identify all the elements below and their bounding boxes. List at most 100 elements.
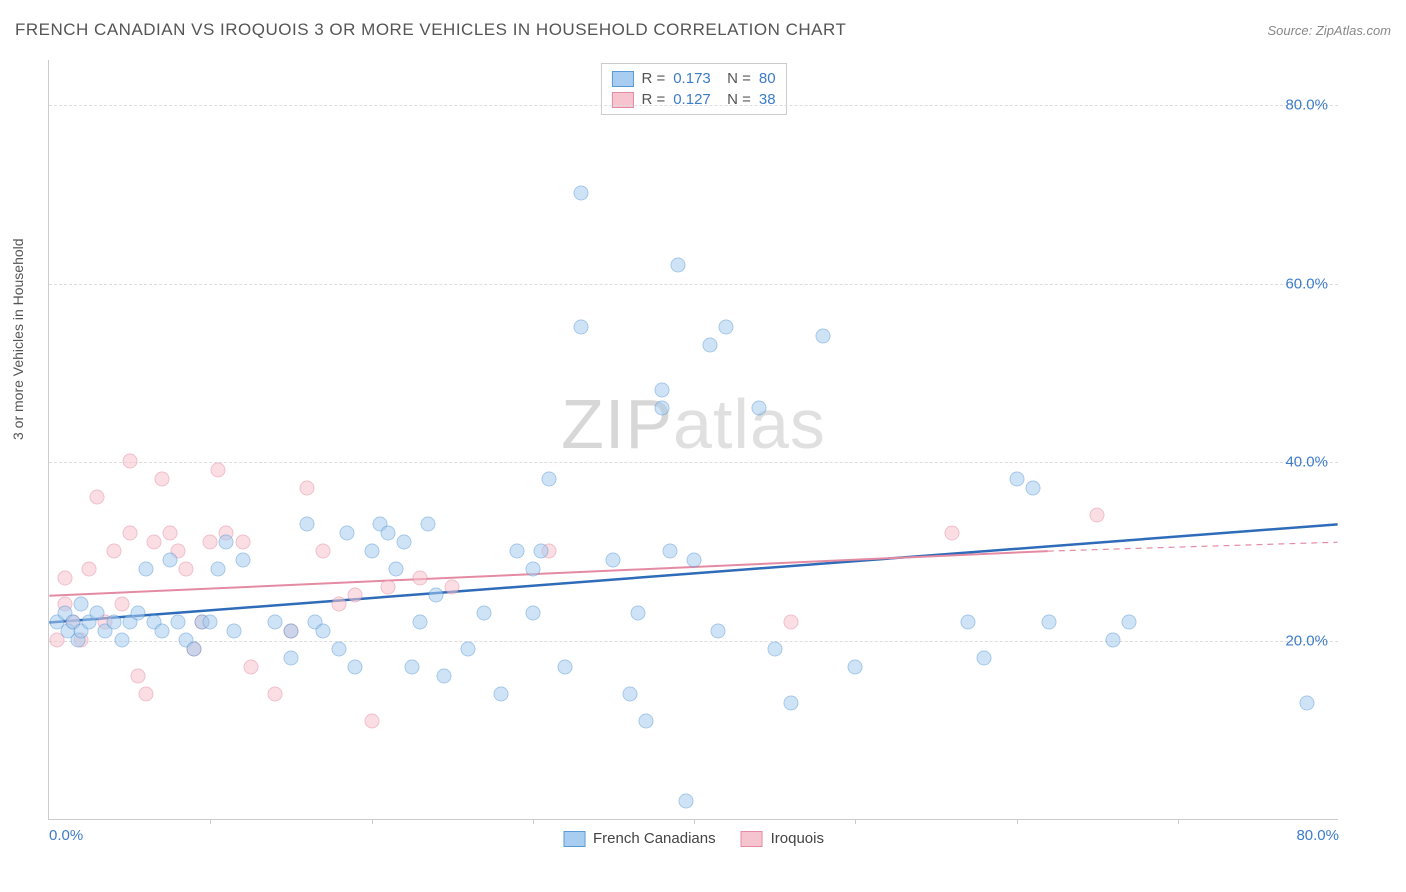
watermark-bold: ZIP (561, 385, 673, 463)
data-point (300, 516, 315, 531)
gridline (49, 284, 1338, 285)
data-point (267, 615, 282, 630)
y-tick-label: 80.0% (1285, 96, 1328, 113)
legend-stats-row: R = 0.173 N = 80 (611, 68, 775, 89)
data-point (332, 597, 347, 612)
data-point (219, 534, 234, 549)
watermark-thin: atlas (673, 385, 826, 463)
legend-series: French Canadians Iroquois (563, 830, 824, 847)
data-point (1041, 615, 1056, 630)
data-point (678, 794, 693, 809)
data-point (348, 588, 363, 603)
data-point (412, 570, 427, 585)
data-point (106, 615, 121, 630)
data-point (138, 561, 153, 576)
data-point (767, 642, 782, 657)
x-tick-mark (372, 819, 373, 824)
data-point (388, 561, 403, 576)
data-point (961, 615, 976, 630)
data-point (1025, 481, 1040, 496)
data-point (751, 400, 766, 415)
data-point (106, 543, 121, 558)
data-point (558, 660, 573, 675)
trend-lines (49, 60, 1338, 819)
data-point (654, 400, 669, 415)
data-point (662, 543, 677, 558)
x-tick-label: 80.0% (1296, 827, 1339, 844)
data-point (412, 615, 427, 630)
data-point (541, 472, 556, 487)
data-point (783, 615, 798, 630)
data-point (114, 633, 129, 648)
data-point (154, 624, 169, 639)
data-point (316, 543, 331, 558)
data-point (332, 642, 347, 657)
data-point (945, 525, 960, 540)
data-point (1106, 633, 1121, 648)
x-tick-mark (1178, 819, 1179, 824)
data-point (420, 516, 435, 531)
plot-area: ZIPatlas R = 0.173 N = 80 R = 0.127 N = … (48, 60, 1338, 820)
data-point (1122, 615, 1137, 630)
data-point (162, 525, 177, 540)
legend-stats-row: R = 0.127 N = 38 (611, 89, 775, 110)
data-point (283, 624, 298, 639)
data-point (187, 642, 202, 657)
data-point (146, 534, 161, 549)
legend-swatch-blue (611, 71, 633, 87)
data-point (654, 382, 669, 397)
data-point (437, 668, 452, 683)
data-point (171, 615, 186, 630)
legend-item: Iroquois (741, 830, 824, 847)
legend-stats: R = 0.173 N = 80 R = 0.127 N = 38 (600, 63, 786, 115)
data-point (74, 597, 89, 612)
data-point (606, 552, 621, 567)
data-point (300, 481, 315, 496)
data-point (340, 525, 355, 540)
data-point (316, 624, 331, 639)
gridline (49, 462, 1338, 463)
x-tick-mark (1017, 819, 1018, 824)
legend-item: French Canadians (563, 830, 716, 847)
data-point (509, 543, 524, 558)
data-point (90, 606, 105, 621)
data-point (211, 463, 226, 478)
data-point (404, 660, 419, 675)
data-point (162, 552, 177, 567)
data-point (203, 534, 218, 549)
data-point (138, 686, 153, 701)
data-point (211, 561, 226, 576)
data-point (848, 660, 863, 675)
data-point (687, 552, 702, 567)
y-tick-label: 20.0% (1285, 633, 1328, 650)
data-point (364, 713, 379, 728)
data-point (719, 320, 734, 335)
y-tick-label: 40.0% (1285, 454, 1328, 471)
data-point (396, 534, 411, 549)
x-tick-mark (694, 819, 695, 824)
n-value-1: 80 (759, 70, 776, 87)
data-point (203, 615, 218, 630)
data-point (574, 320, 589, 335)
y-tick-label: 60.0% (1285, 275, 1328, 292)
data-point (114, 597, 129, 612)
data-point (816, 329, 831, 344)
data-point (364, 543, 379, 558)
x-tick-mark (210, 819, 211, 824)
data-point (82, 561, 97, 576)
data-point (525, 606, 540, 621)
legend-swatch-blue (563, 831, 585, 847)
data-point (1299, 695, 1314, 710)
chart-title: FRENCH CANADIAN VS IROQUOIS 3 OR MORE VE… (15, 20, 846, 40)
source-label: Source: ZipAtlas.com (1267, 23, 1391, 38)
gridline (49, 105, 1338, 106)
data-point (90, 490, 105, 505)
data-point (267, 686, 282, 701)
data-point (1090, 508, 1105, 523)
data-point (130, 668, 145, 683)
data-point (227, 624, 242, 639)
data-point (622, 686, 637, 701)
data-point (461, 642, 476, 657)
data-point (429, 588, 444, 603)
data-point (130, 606, 145, 621)
